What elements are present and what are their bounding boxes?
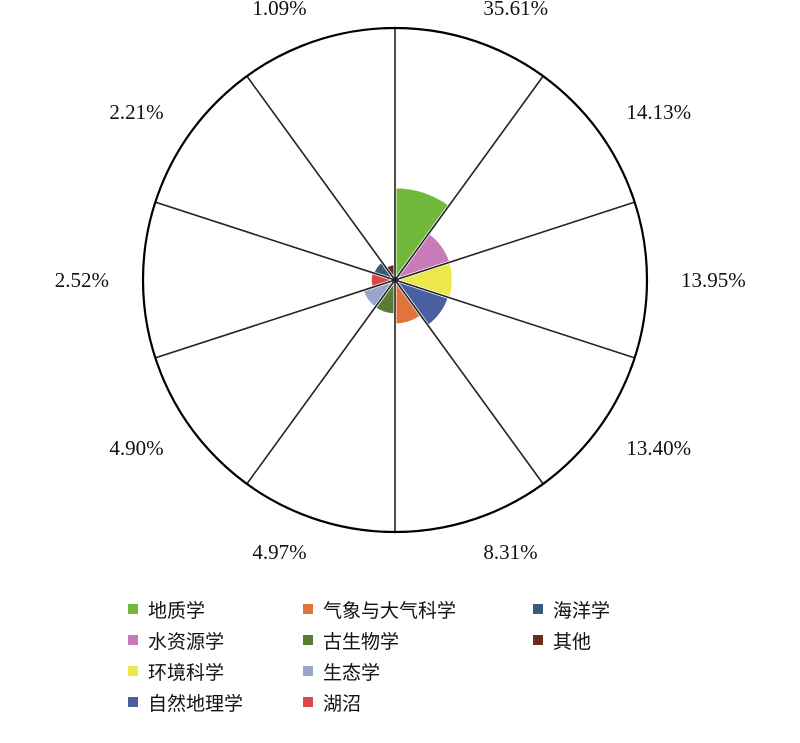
legend-swatch [128, 666, 138, 676]
legend-item: 环境科学 [128, 657, 224, 685]
legend-label: 生态学 [323, 661, 381, 684]
percent-label: 13.40% [626, 436, 691, 460]
legend-label: 古生物学 [323, 630, 400, 653]
percent-label: 4.90% [109, 436, 163, 460]
divider-line [246, 75, 396, 281]
legend-swatch [533, 604, 543, 614]
legend-label: 水资源学 [148, 630, 225, 653]
legend-label: 湖沼 [323, 692, 362, 715]
legend-label: 气象与大气科学 [323, 599, 457, 622]
legend-label: 其他 [553, 630, 592, 653]
divider-line [394, 75, 544, 281]
percent-label: 4.97% [252, 540, 306, 564]
legend-swatch [128, 604, 138, 614]
chart-dividers [155, 28, 635, 532]
polar-area-chart: 35.61% 14.13% 13.95% 13.40% 8.31% 4.97% 4.90% 2… [55, 0, 746, 564]
percent-label: 14.13% [626, 100, 691, 124]
legend-swatch [303, 635, 313, 645]
legend-swatch [303, 697, 313, 707]
divider-line [394, 279, 635, 359]
percent-label: 2.52% [55, 268, 109, 292]
percent-label: 35.61% [483, 0, 548, 20]
legend-swatch [303, 666, 313, 676]
legend-label: 海洋学 [553, 599, 611, 622]
legend-item: 气象与大气科学 [303, 595, 456, 623]
chart-percent-labels: 35.61% 14.13% 13.95% 13.40% 8.31% 4.97% 4.90% 2… [55, 0, 746, 564]
chart-outline-circle [141, 26, 649, 534]
divider-line [155, 201, 396, 281]
percent-label: 13.95% [681, 268, 746, 292]
chart-sectors [360, 185, 455, 329]
legend-label: 地质学 [148, 599, 206, 622]
percent-label: 2.21% [109, 100, 163, 124]
legend-swatch [128, 635, 138, 645]
legend-item: 自然地理学 [128, 688, 243, 716]
divider-line [394, 201, 635, 281]
legend-swatch [533, 635, 543, 645]
legend-item: 生态学 [303, 657, 380, 685]
legend-label: 自然地理学 [148, 692, 244, 715]
percent-label: 1.09% [252, 0, 306, 20]
divider-line [246, 279, 396, 485]
divider-line [155, 279, 396, 359]
legend-item: 海洋学 [533, 595, 610, 623]
percent-label: 8.31% [483, 540, 537, 564]
legend-item: 水资源学 [128, 626, 224, 654]
legend-item: 其他 [533, 626, 591, 654]
legend-label: 环境科学 [148, 661, 225, 684]
legend-item: 地质学 [128, 595, 205, 623]
legend-swatch [128, 697, 138, 707]
legend-swatch [303, 604, 313, 614]
divider-line [394, 279, 544, 485]
chart-legend: 地质学水资源学环境科学自然地理学 气象与大气科学 古生物学生态学湖沼 海洋学其他 [128, 595, 688, 725]
legend-item: 湖沼 [303, 688, 361, 716]
legend-item: 古生物学 [303, 626, 399, 654]
